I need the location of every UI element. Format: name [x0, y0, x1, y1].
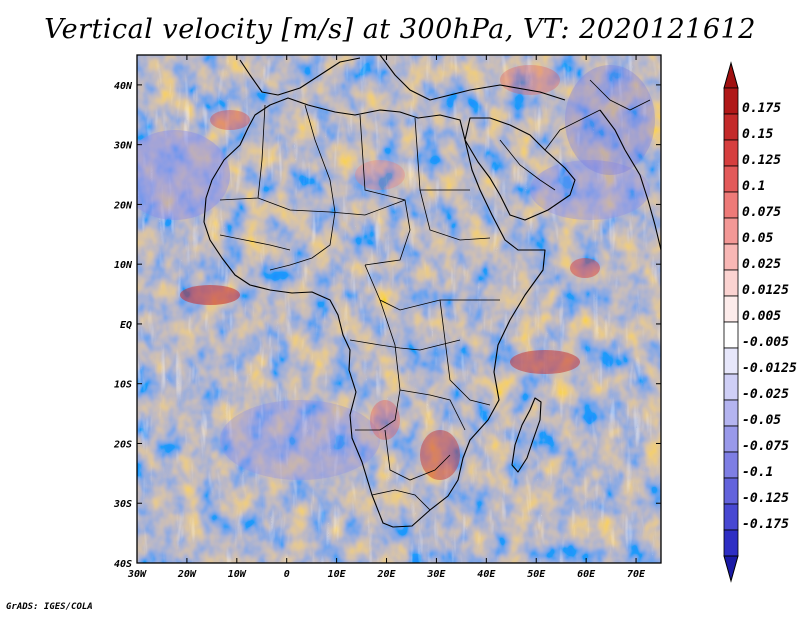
lat-tick-label: 20N: [113, 200, 133, 211]
colorbar-label: -0.125: [742, 491, 789, 506]
colorbar-label: -0.0125: [742, 361, 797, 376]
lat-tick-label: 20S: [113, 439, 132, 450]
plot-frame: [136, 54, 662, 564]
colorbar-swatch: [723, 477, 739, 505]
lon-tick-label: 20W: [177, 569, 197, 580]
lon-tick-label: 60E: [577, 569, 596, 580]
colorbar-swatch: [723, 451, 739, 479]
lon-tick-label: 30W: [127, 569, 147, 580]
grads-credit: GrADS: IGES/COLA: [6, 602, 93, 612]
colorbar-label: 0.1: [742, 179, 765, 194]
coastlines: [203, 55, 661, 528]
lon-tick-label: 10W: [228, 569, 247, 580]
country-borders: [219, 79, 651, 511]
colorbar-label: 0.005: [742, 309, 781, 324]
colorbar-swatch: [723, 113, 739, 141]
colorbar-swatch: [723, 243, 739, 271]
lat-tick-label: EQ: [120, 320, 132, 331]
lat-tick-label: 30N: [113, 141, 133, 152]
colorbar-swatch: [723, 139, 739, 167]
colorbar-label: -0.025: [742, 387, 789, 402]
colorbar-label: 0.125: [742, 153, 781, 168]
lon-tick-label: 10E: [328, 569, 347, 580]
lon-axis: 30W 20W 10W 0 10E 20E 30E 40E 50E 60E 70E: [127, 55, 646, 580]
colorbar-swatch: [723, 373, 739, 401]
colorbar-label: 0.0125: [742, 283, 789, 298]
colorbar-swatch: [723, 347, 739, 375]
colorbar-label: -0.005: [742, 335, 789, 350]
colorbar-label: 0.025: [742, 257, 781, 272]
lat-tick-label: 10S: [114, 380, 132, 391]
lon-tick-label: 30E: [426, 569, 446, 580]
colorbar-label: -0.1: [742, 465, 773, 480]
lat-tick-label: 40N: [114, 81, 133, 92]
colorbar-bottom-arrow: [723, 555, 739, 583]
colorbar-top-arrow: [723, 61, 739, 89]
colorbar-label: -0.175: [742, 517, 789, 532]
colorbar-label: 0.075: [742, 205, 781, 220]
colorbar-label: 0.175: [742, 101, 781, 116]
lon-tick-label: 40E: [477, 569, 496, 580]
colorbar-swatch: [723, 399, 739, 427]
colorbar-swatch: [723, 165, 739, 193]
colorbar-swatch: [723, 295, 739, 323]
colorbar-label: -0.075: [742, 439, 789, 454]
colorbar-swatch: [723, 87, 739, 115]
colorbar-swatch: [723, 217, 739, 245]
lon-tick-label: 70E: [627, 569, 646, 580]
lat-tick-label: 40S: [114, 559, 132, 570]
lat-tick-label: 10N: [114, 260, 133, 271]
colorbar-swatch: [723, 269, 739, 297]
vertical-velocity-field: [137, 55, 661, 563]
colorbar-label: 0.15: [742, 127, 773, 142]
lat-tick-label: 30S: [113, 499, 132, 510]
colorbar: 0.175 0.15 0.125 0.1 0.075 0.05 0.025 0.0125 0.0…: [723, 61, 797, 583]
colorbar-swatch: [723, 425, 739, 453]
lon-tick-label: 50E: [527, 569, 546, 580]
lon-tick-label: 20E: [376, 569, 396, 580]
colorbar-label: -0.05: [742, 413, 781, 428]
map-title: Vertical velocity [m/s] at 300hPa, VT: 2…: [44, 14, 756, 45]
lon-tick-label: 0: [284, 569, 290, 580]
colorbar-swatch: [723, 503, 739, 531]
colorbar-swatch: [723, 529, 739, 557]
colorbar-swatch: [723, 191, 739, 219]
lat-axis: 40N 30N 20N 10N EQ 10S 20S 30S 40S: [113, 81, 661, 570]
colorbar-swatch: [723, 321, 739, 349]
colorbar-label: 0.05: [742, 231, 773, 246]
